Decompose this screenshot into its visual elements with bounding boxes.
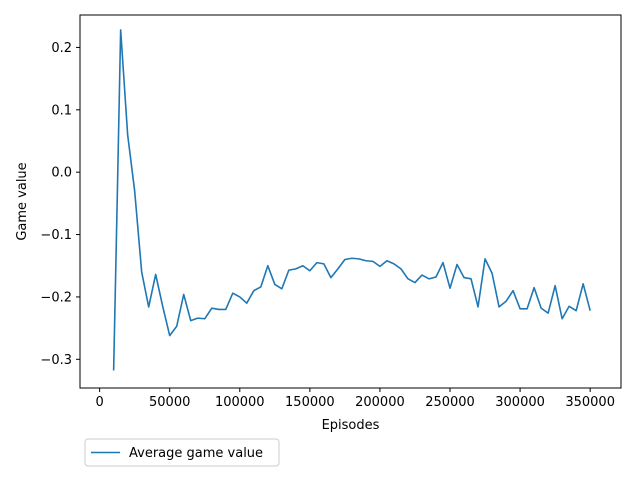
- x-axis-label: Episodes: [322, 418, 380, 433]
- y-tick-label: −0.2: [40, 290, 72, 305]
- y-tick-label: −0.3: [40, 353, 72, 368]
- plot-area: [80, 15, 621, 388]
- legend: Average game value: [84, 438, 280, 467]
- x-tick-label: 0: [95, 395, 103, 410]
- x-tick-label: 150000: [285, 395, 335, 410]
- x-tick-label: 250000: [425, 395, 475, 410]
- x-axis-ticks: 0 50000 100000 150000 200000 250000 300000 3500…: [95, 388, 615, 410]
- legend-label: Average game value: [129, 446, 263, 461]
- x-tick-label: 350000: [565, 395, 615, 410]
- plot-frame: [79, 14, 622, 389]
- y-tick-label: 0.1: [51, 103, 72, 118]
- series-line-average-game-value: [112, 29, 591, 371]
- y-tick-label: 0.0: [51, 166, 72, 181]
- x-tick-label: 300000: [495, 395, 545, 410]
- legend-box: [84, 438, 280, 467]
- series-layer: [112, 29, 591, 371]
- x-tick-label: 100000: [215, 395, 265, 410]
- x-tick-label: 50000: [149, 395, 190, 410]
- x-tick-label: 200000: [355, 395, 405, 410]
- y-tick-label: −0.1: [40, 228, 72, 243]
- y-tick-label: 0.2: [51, 41, 72, 56]
- y-axis-ticks: −0.3 −0.2 −0.1 0.0 0.1 0.2: [40, 41, 80, 368]
- y-axis-label: Game value: [15, 162, 30, 240]
